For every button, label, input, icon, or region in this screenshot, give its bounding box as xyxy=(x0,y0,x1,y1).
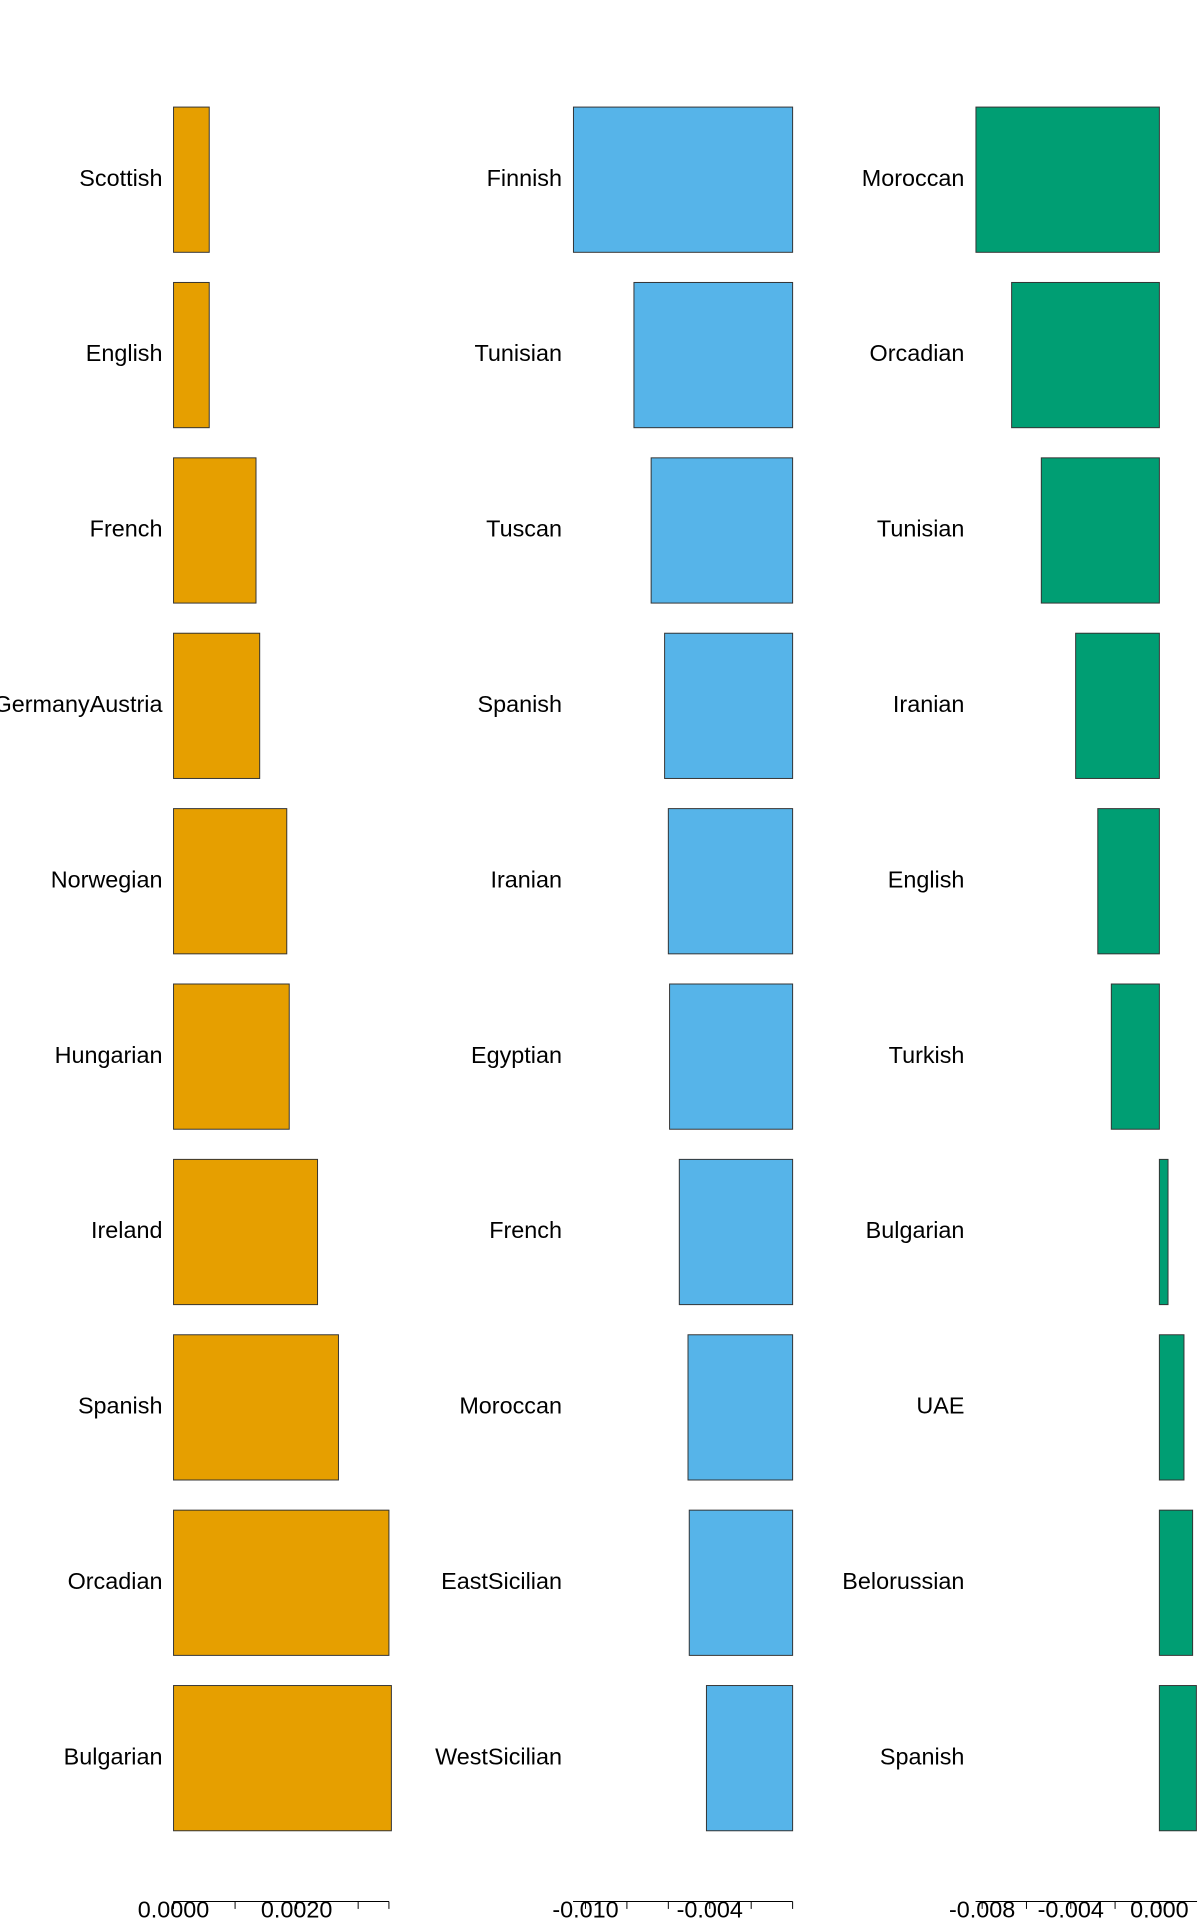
bar xyxy=(688,1509,794,1656)
category-label: Norwegian xyxy=(51,866,163,892)
category-label: Bulgarian xyxy=(64,1743,163,1769)
category-label: Bulgarian xyxy=(866,1217,965,1243)
bar xyxy=(664,632,794,779)
x-tick-label: -0.010 xyxy=(552,1897,618,1920)
category-label: Spanish xyxy=(78,1393,162,1419)
bar xyxy=(650,457,794,604)
bar xyxy=(1011,281,1160,429)
bar xyxy=(975,106,1160,253)
bar xyxy=(1158,1334,1185,1481)
bar xyxy=(173,106,210,253)
category-label: Ireland xyxy=(91,1217,162,1243)
x-tick-label: -0.004 xyxy=(1038,1897,1104,1920)
category-label: Tunisian xyxy=(877,516,965,542)
category-label: Turkish xyxy=(889,1042,965,1068)
category-label: WestSicilian xyxy=(435,1743,562,1769)
x-tick-label: -0.004 xyxy=(677,1897,743,1920)
bar xyxy=(173,281,210,429)
category-label: EastSicilian xyxy=(441,1568,562,1594)
category-label: UAE xyxy=(916,1393,964,1419)
category-label: Finnish xyxy=(487,165,562,191)
bar xyxy=(1097,808,1160,955)
category-label: Moroccan xyxy=(459,1393,562,1419)
category-label: GermanyAustria xyxy=(0,691,162,717)
category-label: Iranian xyxy=(490,866,561,892)
category-label: English xyxy=(888,866,965,892)
category-label: English xyxy=(86,340,163,366)
category-label: Orcadian xyxy=(68,1568,163,1594)
category-label: Hungarian xyxy=(55,1042,163,1068)
category-label: Iranian xyxy=(893,691,964,717)
x-tick-label: 0.0020 xyxy=(261,1897,333,1920)
bar xyxy=(678,1158,794,1306)
category-label: Orcadian xyxy=(870,340,965,366)
bar xyxy=(173,1685,392,1832)
bar xyxy=(173,1158,319,1306)
category-label: Egyptian xyxy=(471,1042,562,1068)
bar xyxy=(669,983,794,1130)
x-tick-label: 0.0000 xyxy=(138,1897,210,1920)
bar xyxy=(1158,1685,1197,1832)
category-label: Spanish xyxy=(880,1743,964,1769)
bar xyxy=(572,106,794,253)
bar xyxy=(173,457,257,604)
x-tick-label: -0.008 xyxy=(949,1897,1015,1920)
bar xyxy=(1075,632,1160,779)
x-tick-label: 0.000 xyxy=(1130,1897,1189,1920)
category-label: Tunisian xyxy=(474,340,561,366)
bar xyxy=(1158,1509,1194,1656)
category-label: French xyxy=(489,1217,562,1243)
bar xyxy=(173,983,290,1130)
bar xyxy=(705,1685,794,1832)
bar xyxy=(173,1334,339,1481)
bar xyxy=(687,1334,794,1481)
bar xyxy=(173,1509,390,1656)
bar xyxy=(173,808,288,955)
bar xyxy=(1158,1158,1169,1306)
category-label: Moroccan xyxy=(862,165,965,191)
category-label: Spanish xyxy=(477,691,561,717)
bar xyxy=(633,281,794,429)
category-label: French xyxy=(90,516,163,542)
bar xyxy=(1110,983,1160,1130)
bar xyxy=(173,632,261,779)
bar xyxy=(667,808,794,955)
bar xyxy=(1040,457,1160,604)
category-label: Belorussian xyxy=(842,1568,964,1594)
category-label: Scottish xyxy=(79,165,162,191)
category-label: Tuscan xyxy=(486,516,562,542)
